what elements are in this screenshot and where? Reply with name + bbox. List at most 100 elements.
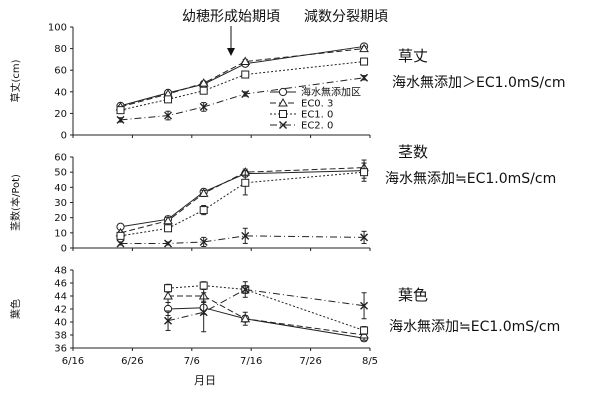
panel-2-series-4-line [120, 235, 365, 244]
panel-2-y-tick-label: 40 [54, 183, 67, 194]
panel-1-series-3-point [241, 70, 250, 79]
legend-marker-4 [279, 121, 287, 129]
panel-1-y-tick-label: 100 [48, 23, 67, 34]
panel-3-series-3-point-square [199, 281, 208, 290]
panel-3-series-4-point [199, 308, 208, 317]
legend-marker-2-triangle [278, 97, 288, 107]
panel-3-series-3-point [360, 326, 369, 335]
panel-2-series-2-point-triangle [198, 188, 209, 197]
panel-1-series-2-point-triangle [240, 56, 251, 66]
panel-2-y-tick-label: 60 [54, 153, 67, 164]
panel-2-y-tick-label: 20 [54, 213, 67, 224]
panel-1-series-4-point [360, 73, 369, 82]
panel-1-series-2-point [359, 43, 369, 53]
panel-3-series-2-point [240, 313, 251, 323]
panel-2-series-3-point [164, 224, 173, 233]
panel-1-y-tick-label: 20 [54, 109, 67, 120]
panel-2-series-4-point-cross-b [164, 239, 173, 248]
panel-1-series-3-point-square [116, 106, 125, 115]
panel-1-series-4-point [116, 115, 125, 124]
panel-2-series-2-line [120, 167, 365, 234]
panel-1-series-3-point [116, 106, 125, 115]
panel-1-series-3-point-square [164, 95, 173, 104]
panel-3-series-4-point-cross-b [164, 316, 173, 325]
panel-3-y-tick-label: 38 [54, 331, 67, 342]
panel-1-series-2-point [198, 78, 209, 87]
panel-1-y-tick-label: 0 [61, 131, 67, 142]
panel-1-conclusion: 海水無添加＞EC1.0mS/cm [392, 75, 566, 91]
panel-2-series-2-point [163, 215, 173, 225]
panel-1-y-tick-label: 80 [54, 44, 67, 55]
panel-2-series-4-point-cross-b [199, 237, 208, 246]
panel-3-y-tick-label: 46 [54, 279, 67, 290]
panel-3-series-3-point-square [360, 326, 369, 335]
panel-2-series-3-point [116, 231, 125, 240]
legend-marker-1 [278, 87, 288, 97]
x-tick-label: 7/16 [240, 356, 262, 367]
x-tick-label: 7/6 [184, 356, 200, 367]
legend-label-1: 海水無添加区 [301, 86, 361, 99]
panel-2-series-3-point [199, 206, 208, 215]
x-tick-label: 6/26 [121, 356, 143, 367]
panel-2-conclusion: 海水無添加≒EC1.0mS/cm [385, 171, 557, 187]
panel-3-series-2-line [168, 295, 365, 336]
panel-2-series-2-point [198, 188, 209, 197]
legend-label-2: EC0. 3 [301, 99, 333, 110]
panel-2-series-2-point-triangle [163, 215, 173, 225]
annotation-arrow-head [227, 48, 235, 56]
legend-label-4: EC2. 0 [301, 121, 333, 132]
legend-marker-2 [278, 97, 288, 107]
legend-label-3: EC1. 0 [301, 110, 333, 121]
panel-3-y-tick-label: 48 [54, 266, 67, 277]
panel-1-series-4-point [164, 111, 173, 120]
panel-2-series-3-point-square [164, 224, 173, 233]
x-tick-label: 6/16 [62, 356, 84, 367]
panel-3-series-4-point-cross-b [241, 285, 250, 294]
panel-1-title: 草丈 [398, 47, 429, 65]
panel-1-series-2-point [240, 56, 251, 66]
panel-1-y-tick-label: 60 [54, 66, 67, 77]
panel-2-series-4-point [241, 231, 250, 240]
panel-2-series-4-point [199, 237, 208, 246]
panel-1-y-tick-label: 40 [54, 87, 67, 98]
panel-3-series-4-point-cross-b [360, 301, 369, 310]
panel-3-y-tick-label: 40 [54, 318, 67, 329]
panel-1-series-2-point-triangle [359, 43, 369, 53]
panel-3-conclusion: 海水無添加≒EC1.0mS/cm [389, 319, 561, 335]
panel-3-y-tick-label: 44 [54, 292, 67, 303]
panel-3-series-3-point [164, 284, 173, 293]
panel-2-series-3-point [241, 178, 250, 187]
panel-1-series-4-point-cross-b [116, 115, 125, 124]
panel-3-title: 葉色 [398, 286, 429, 304]
panel-2-series-3-point-square [241, 178, 250, 187]
panel-1-series-3-point [164, 95, 173, 104]
panel-2-y-label: 茎数(本/Pot) [9, 174, 22, 231]
panel-2-series-3-point-square [360, 168, 369, 177]
panel-3-series-4-line [167, 288, 365, 322]
panel-3-series-3-line [168, 285, 365, 331]
panel-2-y-tick-label: 10 [54, 228, 67, 239]
legend-marker-1-circle [278, 87, 288, 97]
panel-3-series-1-line [168, 307, 365, 339]
panel-1-series-3-point [199, 86, 208, 95]
legend-marker-3 [279, 110, 287, 118]
panel-3-series-2-point-triangle [240, 313, 251, 323]
panel-2-series-4-point-cross-b [241, 231, 250, 240]
panel-3-y-tick-label: 36 [54, 344, 67, 355]
legend-marker-3-square [279, 110, 287, 118]
panel-1-series-4-point-cross-b [360, 73, 369, 82]
panel-1-series-4-point [199, 102, 208, 111]
panel-3-y-tick-label: 42 [54, 305, 67, 316]
panel-1-series-4-point-cross-b [199, 102, 208, 111]
panel-3-series-4-point [360, 301, 369, 310]
panel-1-series-2-point-triangle [198, 78, 209, 87]
x-tick-label: 7/26 [299, 356, 321, 367]
panel-3-series-4-point [164, 316, 173, 325]
panel-1-series-4-point [241, 89, 250, 98]
panel-2-title: 茎数 [398, 143, 429, 161]
panel-1-series-4-point-cross-b [241, 89, 250, 98]
x-tick-label: 8/5 [362, 356, 378, 367]
panel-2-series-4-point [116, 239, 125, 248]
panel-3-series-2-point [163, 290, 173, 300]
